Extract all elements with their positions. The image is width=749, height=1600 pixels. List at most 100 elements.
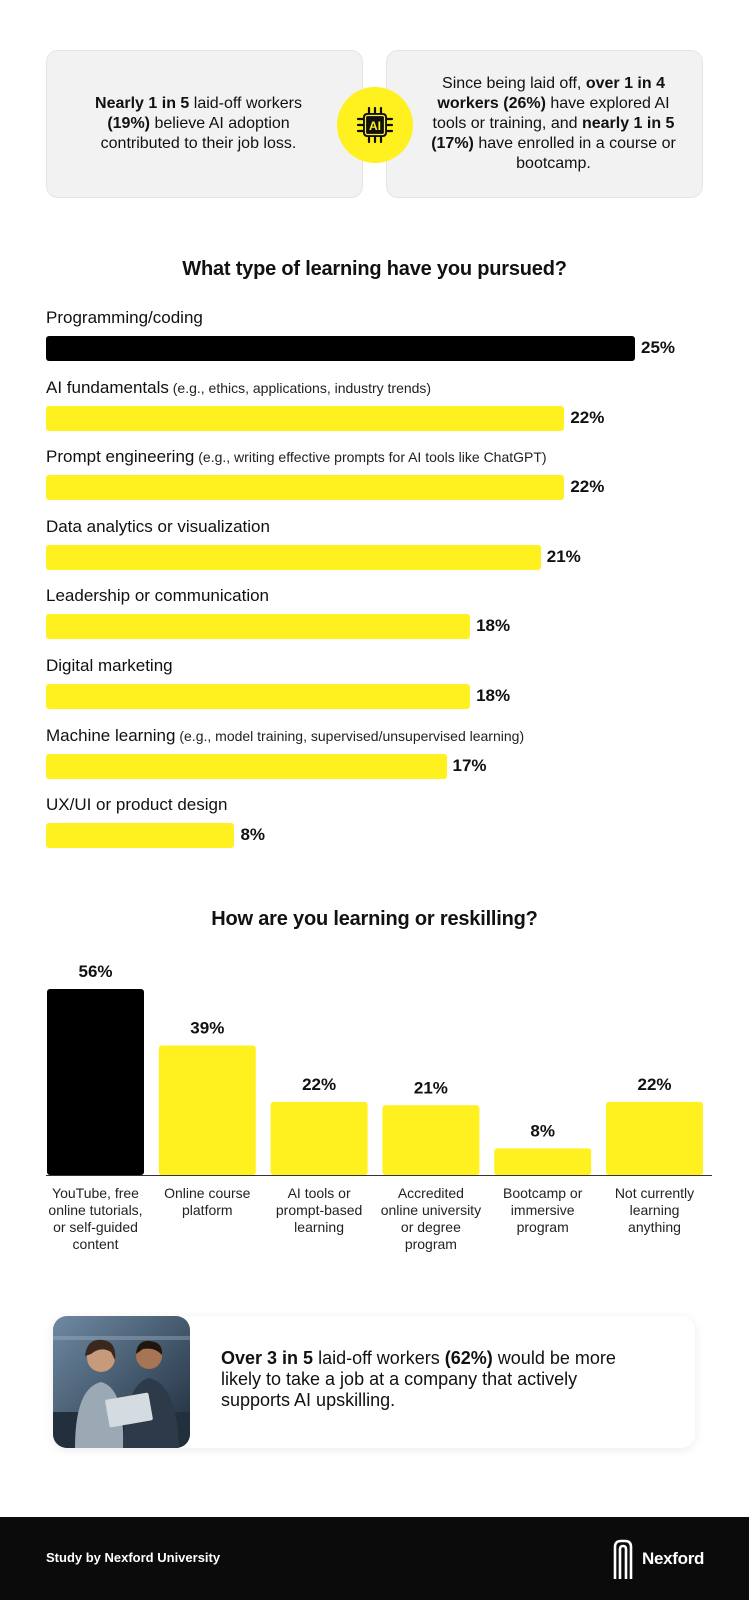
vbar-category-label-line: online university xyxy=(380,1202,482,1218)
vbar xyxy=(47,989,144,1175)
stat-card-ai-job-loss: Nearly 1 in 5 laid-off workers (19%) bel… xyxy=(46,50,363,198)
hbar-label-main: Machine learning xyxy=(46,725,176,745)
hbar-value-label: 21% xyxy=(546,546,581,566)
hchart-title: What type of learning have you pursued? xyxy=(182,258,567,280)
hbar xyxy=(46,336,635,361)
footer-brand: Nexford xyxy=(642,1549,705,1568)
hbar-label-main: AI fundamentals xyxy=(46,377,169,397)
footer-credit: Study by Nexford University xyxy=(46,1550,221,1565)
footer-logo[interactable]: Nexford xyxy=(612,1539,704,1579)
stat-highlight: (19%) xyxy=(107,115,150,132)
hbar-value-label: 17% xyxy=(452,755,487,775)
stat-text-part: have enrolled in a course or bootcamp. xyxy=(473,135,676,172)
promo-text-part: laid-off workers xyxy=(313,1348,445,1368)
vbar-value-label: 21% xyxy=(414,1078,448,1097)
hbar-value-label: 22% xyxy=(570,477,605,497)
hbar-label: Leadership or communication xyxy=(46,586,269,606)
stat-text-ai-job-loss: Nearly 1 in 5 laid-off workers (19%) bel… xyxy=(77,94,320,154)
vbar-category-label-line: immersive xyxy=(510,1202,575,1218)
hbar xyxy=(46,684,471,709)
promo-highlight: Over 3 in 5 xyxy=(221,1348,314,1368)
vbar-category-label-line: online tutorials, xyxy=(48,1202,143,1218)
hbar-label: UX/UI or product design xyxy=(46,795,227,815)
hbar-value-label: 18% xyxy=(476,616,511,636)
vbar-category-label-line: learning xyxy=(294,1219,344,1235)
vchart-title: How are you learning or reskilling? xyxy=(211,908,538,930)
promo-text: Over 3 in 5 laid-off workers (62%) would… xyxy=(221,1348,641,1411)
vbar xyxy=(606,1101,703,1175)
hbar xyxy=(46,823,235,849)
vbar-category-label: AI tools or prompt-based learning xyxy=(267,1185,371,1236)
hbar-label-sub: (e.g., ethics, applications, industry tr… xyxy=(168,379,432,396)
hbar-label-sub: (e.g., model training, supervised/unsupe… xyxy=(175,727,525,744)
hbar xyxy=(46,753,447,779)
hbar-label: Programming/coding xyxy=(46,308,203,328)
vbar-category-label-line: prompt-based xyxy=(275,1202,363,1218)
vbar xyxy=(382,1105,480,1175)
vbar-value-label: 22% xyxy=(302,1075,336,1094)
vbar-category-label-line: program xyxy=(516,1219,569,1235)
hbar-value-label: 18% xyxy=(476,686,511,705)
vbar-category-label-line: or self-guided xyxy=(53,1219,138,1235)
hbar xyxy=(46,405,565,431)
hbar-label-main: Prompt engineering xyxy=(46,447,195,467)
hbar-value-label: 25% xyxy=(641,338,676,357)
vbar xyxy=(158,1045,256,1175)
stat-card-ai-training: Since being laid off, over 1 in 4 worker… xyxy=(386,50,703,198)
stat-text-part: have explored AI tools or training, and xyxy=(432,95,670,132)
vbar-category-label: YouTube, free online tutorials, or self-gu… xyxy=(44,1185,148,1253)
stat-highlight: over 1 in 4 workers (26%) xyxy=(437,75,665,112)
vbar-category-label-line: Accredited xyxy=(397,1185,464,1201)
hbar-label: Machine learning (e.g., model training, … xyxy=(46,726,524,746)
stat-text-part: believe AI adoption contributed to their… xyxy=(100,115,297,152)
hbar-label: AI fundamentals (e.g., ethics, applicati… xyxy=(46,378,431,398)
vbar-category-label-line: Bootcamp or xyxy=(503,1185,583,1201)
vbar-category-label-line: anything xyxy=(628,1219,681,1235)
vbar-category-label-line: Not currently xyxy=(614,1185,695,1201)
promo-card: Over 3 in 5 laid-off workers (62%) would… xyxy=(53,1316,695,1448)
vbar-value-label: 8% xyxy=(530,1121,555,1140)
promo-highlight: (62%) xyxy=(444,1348,493,1368)
vertical-bar-chart: 56% 39% 22% 21% 8% 22% xyxy=(46,962,712,1176)
nexford-logo-icon xyxy=(613,1539,633,1579)
hbar-label-main: Programming/coding xyxy=(46,308,203,327)
vbar-category-label-line: or degree xyxy=(400,1219,461,1235)
ai-chip-label: AI xyxy=(369,119,381,133)
promo-photo-illustration xyxy=(53,1316,190,1448)
footer: Study by Nexford University Nexford xyxy=(0,1517,749,1600)
vbar-category-label-line: learning xyxy=(629,1202,680,1218)
vbar-category-label-line: program xyxy=(404,1236,457,1252)
stat-highlight: nearly 1 in 5 (17%) xyxy=(431,115,675,152)
vbar-category-label-line: YouTube, free xyxy=(52,1185,139,1201)
ai-chip-svg: AI xyxy=(356,106,394,144)
hbar-label: Prompt engineering (e.g., writing effect… xyxy=(46,447,547,467)
hbar xyxy=(46,544,541,570)
vbar xyxy=(270,1101,368,1175)
hbar xyxy=(46,614,471,640)
vbar-category-label: Online course platform xyxy=(155,1185,259,1219)
stat-highlight: Nearly 1 in 5 xyxy=(95,95,190,112)
vbar-value-label: 22% xyxy=(637,1075,671,1094)
vbar xyxy=(494,1148,592,1175)
promo-photo xyxy=(53,1316,190,1448)
stat-text-part: laid-off workers xyxy=(189,95,302,112)
vbar-category-label-line: content xyxy=(72,1236,119,1252)
promo-text-part: would be more likely to take a job at a … xyxy=(221,1348,616,1410)
hbar-label-main: Leadership or communication xyxy=(46,586,270,606)
hbar-label-main: UX/UI or product design xyxy=(46,795,228,815)
vbar-category-label: Bootcamp or immersive program xyxy=(491,1185,595,1236)
vbar-value-label: 56% xyxy=(78,962,112,981)
hbar-label-main: Data analytics or visualization xyxy=(46,516,270,536)
vbar-value-label: 39% xyxy=(190,1018,224,1037)
hbar-value-label: 8% xyxy=(240,825,266,845)
vbar-category-label: Not currently learning anything xyxy=(603,1185,707,1236)
hbar-label: Data analytics or visualization xyxy=(46,517,270,537)
stat-text-ai-training: Since being laid off, over 1 in 4 worker… xyxy=(427,74,680,174)
hbar-label: Digital marketing xyxy=(46,656,173,676)
ai-chip-icon: AI xyxy=(337,87,413,163)
stat-text-part: Since being laid off, xyxy=(442,75,586,92)
hbar-label-main: Digital marketing xyxy=(46,656,173,675)
vbar-category-label-line: platform xyxy=(182,1202,233,1218)
hbar xyxy=(46,475,565,501)
vbar-category-label-line: AI tools or xyxy=(287,1185,351,1201)
